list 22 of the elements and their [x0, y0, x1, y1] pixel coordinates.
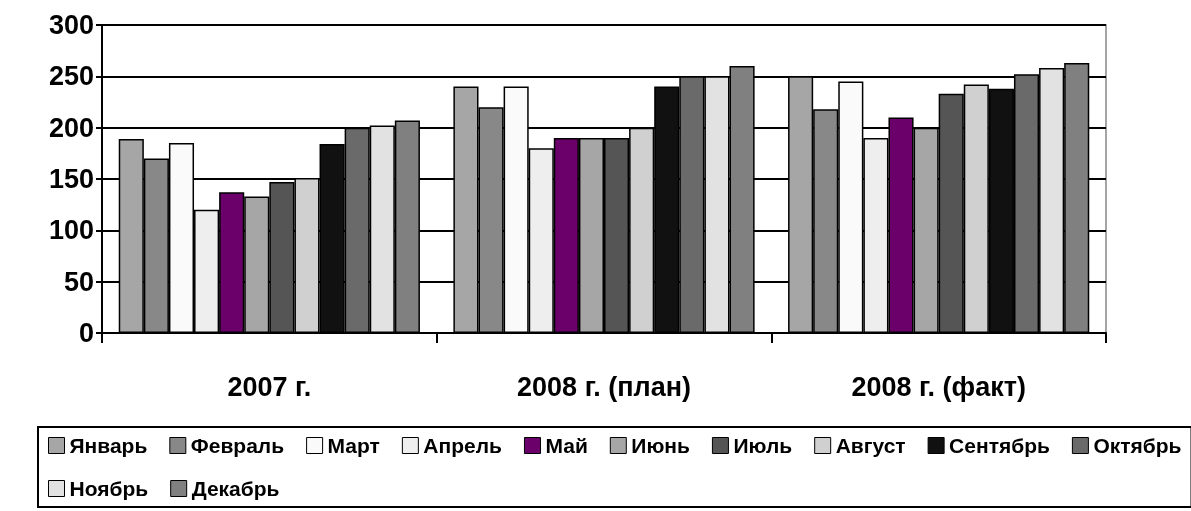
- x-tick-label: 2008 г. (план): [517, 371, 691, 402]
- x-tick-label: 2007 г.: [227, 371, 312, 402]
- legend-label: Август: [835, 434, 906, 457]
- legend-label: Январь: [69, 434, 148, 457]
- legend-label: Сентябрь: [949, 434, 1050, 457]
- legend-label: Март: [327, 434, 380, 457]
- y-tick-label: 100: [48, 215, 94, 246]
- y-tick-label: 50: [63, 266, 94, 297]
- y-tick-label: 150: [48, 164, 94, 194]
- y-tick-label: 0: [78, 318, 94, 348]
- legend-label: Февраль: [190, 434, 285, 457]
- legend-label: Ноябрь: [69, 477, 149, 500]
- legend-label: Май: [545, 434, 588, 457]
- legend-label: Декабрь: [191, 477, 280, 500]
- legend-label: Июль: [733, 434, 793, 457]
- y-tick-label: 200: [48, 112, 94, 143]
- y-tick-label: 250: [48, 61, 94, 92]
- y-tick-label: 300: [48, 10, 94, 40]
- legend-label: Апрель: [423, 434, 503, 457]
- x-tick-label: 2008 г. (факт): [851, 371, 1026, 402]
- legend-label: Октябрь: [1093, 434, 1182, 457]
- legend-label: Июнь: [631, 434, 691, 457]
